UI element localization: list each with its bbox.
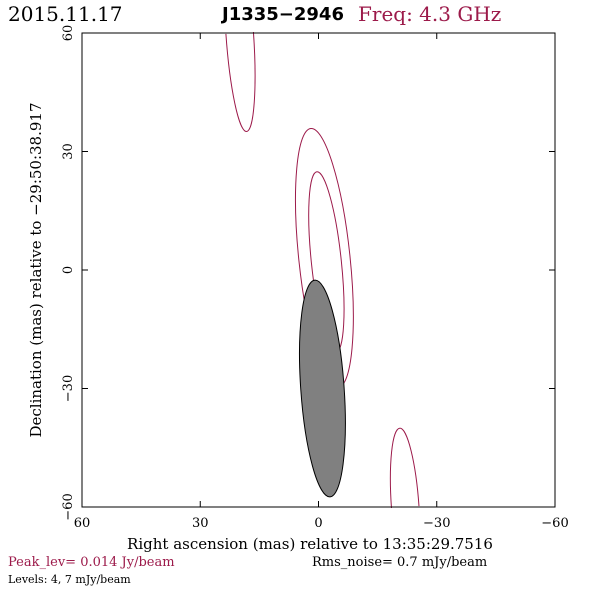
beam-ellipse [299,279,346,498]
contour-3 [389,427,421,530]
frequency-label: Freq: 4.3 GHz [358,2,502,26]
contour-2 [223,11,256,133]
y-tick-label: 60 [61,25,76,42]
x-axis-label: Right ascension (mas) relative to 13:35:… [127,535,493,553]
x-tick-label: 60 [74,516,91,531]
observation-date: 2015.11.17 [8,2,123,26]
y-tick-label: −30 [61,375,76,402]
y-axis-label: Declination (mas) relative to −29:50:38.… [27,102,45,437]
x-tick-label: 30 [192,516,209,531]
x-tick-label: −30 [423,516,450,531]
tick-label-layer: 60 30 0 −30 −60 −60 −30 0 30 60 [61,25,569,531]
y-tick-label: −60 [61,493,76,520]
y-tick-label: 30 [61,143,76,160]
y-tick-label: 0 [61,266,76,274]
source-name: J1335−2946 [222,4,344,25]
x-tick-label: 0 [314,516,322,531]
tick-layer [81,32,556,508]
contour-levels: Levels: 4, 7 mJy/beam [8,573,131,586]
x-tick-label: −60 [541,516,568,531]
beam-layer [299,279,346,498]
rms-noise: Rms_noise= 0.7 mJy/beam [312,555,488,570]
peak-level: Peak_lev= 0.014 Jy/beam [8,555,175,570]
